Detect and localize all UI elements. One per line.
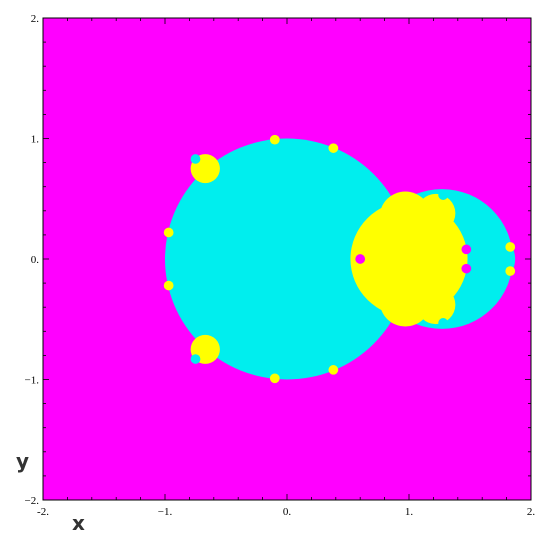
- fringe-bulb-12: [355, 254, 366, 264]
- region-region_secondary-7: [416, 285, 456, 325]
- region-region_secondary-4: [379, 191, 431, 243]
- fringe-bulb-13: [365, 220, 375, 231]
- fringe-bulb-7: [190, 354, 201, 364]
- fringe-bulb-6: [190, 154, 201, 164]
- fringe-bulb-8: [438, 190, 449, 200]
- y-tick-label-1: 1.: [31, 134, 40, 146]
- x-axis-label: x: [72, 511, 85, 535]
- axes-layer: -2. −1. 0. 1. 2. 2. 1. 0. −1. −2.: [25, 13, 536, 518]
- y-tick-label-4: −2.: [25, 495, 40, 507]
- x-tick-label-0: -2.: [37, 506, 49, 518]
- fringe-bulb-1: [328, 143, 339, 153]
- x-tick-label-3: 1.: [405, 506, 414, 518]
- y-tick-label-3: −1.: [25, 375, 40, 387]
- y-tick-label-0: 2.: [31, 13, 40, 25]
- fringe-bulb-4: [163, 227, 174, 238]
- region-region_main-2: [461, 232, 516, 286]
- region-region_main-0: [165, 138, 409, 380]
- y-axis-label: y: [16, 449, 29, 473]
- plot-inner: [43, 18, 531, 500]
- fringe-bulb-16: [505, 266, 516, 276]
- fringe-bulb-2: [269, 373, 280, 384]
- fringe-bulb-3: [328, 365, 339, 375]
- plot-area: [43, 18, 531, 500]
- fringe-bulb-10: [461, 244, 472, 255]
- fringe-bulb-9: [438, 318, 449, 328]
- region-region_secondary-5: [379, 275, 431, 327]
- y-tick-label-2: 0.: [31, 254, 40, 266]
- x-tick-label-4: 2.: [527, 506, 536, 518]
- x-tick-label-1: −1.: [158, 506, 173, 518]
- fringe-bulb-5: [163, 280, 174, 291]
- fringe-bulb-11: [461, 263, 472, 274]
- fringe-bulb-15: [505, 242, 516, 252]
- fringe-bulb-14: [365, 287, 375, 298]
- region-region_secondary-6: [416, 193, 456, 233]
- x-tick-label-2: 0.: [283, 506, 292, 518]
- fringe-bulb-0: [269, 134, 280, 145]
